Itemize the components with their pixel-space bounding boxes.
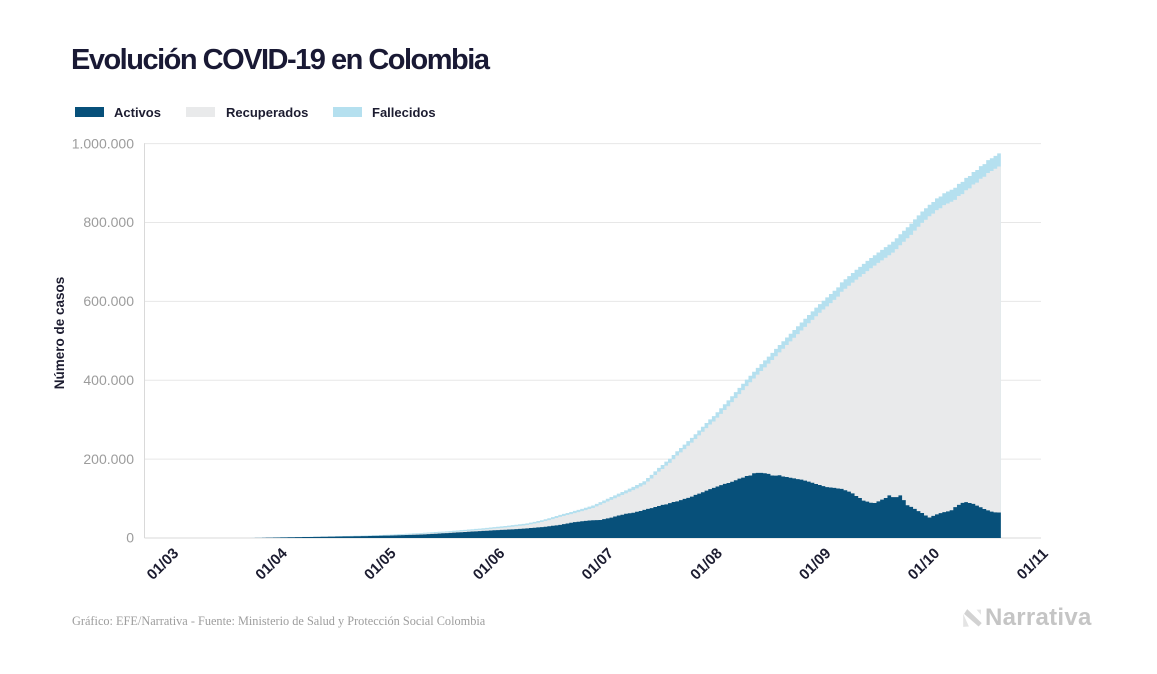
svg-text:200.000: 200.000 [83, 451, 134, 467]
svg-text:600.000: 600.000 [83, 293, 134, 309]
svg-text:01/07: 01/07 [579, 545, 618, 584]
svg-text:400.000: 400.000 [83, 372, 134, 388]
svg-text:01/06: 01/06 [470, 545, 509, 584]
svg-text:800.000: 800.000 [83, 214, 134, 230]
svg-text:01/08: 01/08 [687, 545, 726, 584]
svg-text:01/09: 01/09 [796, 545, 835, 584]
svg-text:1.000.000: 1.000.000 [72, 135, 134, 151]
svg-text:0: 0 [126, 530, 134, 546]
svg-text:01/03: 01/03 [144, 545, 183, 584]
svg-text:01/10: 01/10 [905, 545, 944, 584]
svg-text:01/05: 01/05 [361, 545, 400, 584]
svg-text:01/11: 01/11 [1014, 545, 1052, 583]
svg-text:Número de casos: Número de casos [52, 277, 67, 390]
svg-text:01/04: 01/04 [252, 544, 291, 583]
